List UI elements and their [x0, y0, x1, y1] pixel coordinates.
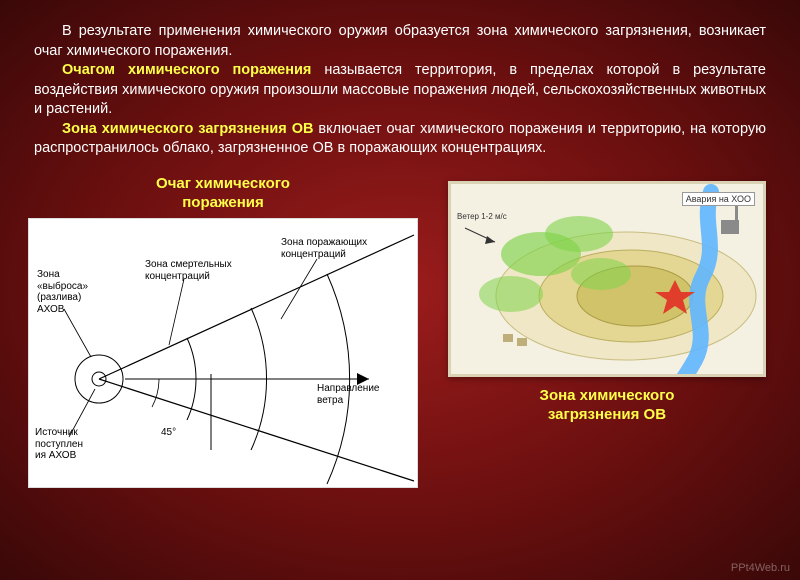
map-wind-label: Ветер 1-2 м/с [457, 212, 507, 221]
watermark: PPt4Web.ru [731, 562, 790, 574]
label-source: Источник поступлен ия АХОВ [35, 427, 83, 462]
label-angle: 45° [161, 427, 176, 439]
cone-diagram: Зона «выброса» (разлива) АХОВ Зона смерт… [28, 218, 418, 488]
map-accident-badge: Авария на ХОО [682, 192, 755, 206]
p1-text: В результате применения химического оруж… [34, 23, 766, 59]
diagrams-row: Очаг химического поражения [0, 169, 800, 489]
left-column: Очаг химического поражения [28, 175, 418, 489]
label-affecting-conc: Зона поражающих концентраций [281, 237, 367, 260]
right-caption: Зона химического загрязнения ОВ [540, 387, 675, 425]
label-wind: Направление ветра [317, 383, 379, 406]
left-caption: Очаг химического поражения [28, 175, 418, 213]
paragraph-2: Очагом химического поражения называется … [34, 61, 766, 120]
paragraph-1: В результате применения химического оруж… [34, 22, 766, 61]
intro-text-block: В результате применения химического оруж… [0, 0, 800, 169]
label-deadly-conc: Зона смертельных концентраций [145, 259, 232, 282]
paragraph-3: Зона химического загрязнения ОВ включает… [34, 120, 766, 159]
right-column: Авария на ХОО Ветер 1-2 м/с Зона химичес… [442, 181, 772, 489]
left-caption-l1: Очаг химического [156, 175, 290, 192]
right-caption-l1: Зона химического [540, 387, 675, 404]
p3-highlight: Зона химического загрязнения ОВ [62, 121, 313, 137]
p2-highlight: Очагом химического поражения [62, 62, 311, 78]
label-zone-vybrosа: Зона «выброса» (разлива) АХОВ [37, 269, 88, 315]
right-caption-l2: загрязнения ОВ [548, 406, 666, 423]
map-diagram: Авария на ХОО Ветер 1-2 м/с [448, 181, 766, 377]
left-caption-l2: поражения [182, 194, 264, 211]
